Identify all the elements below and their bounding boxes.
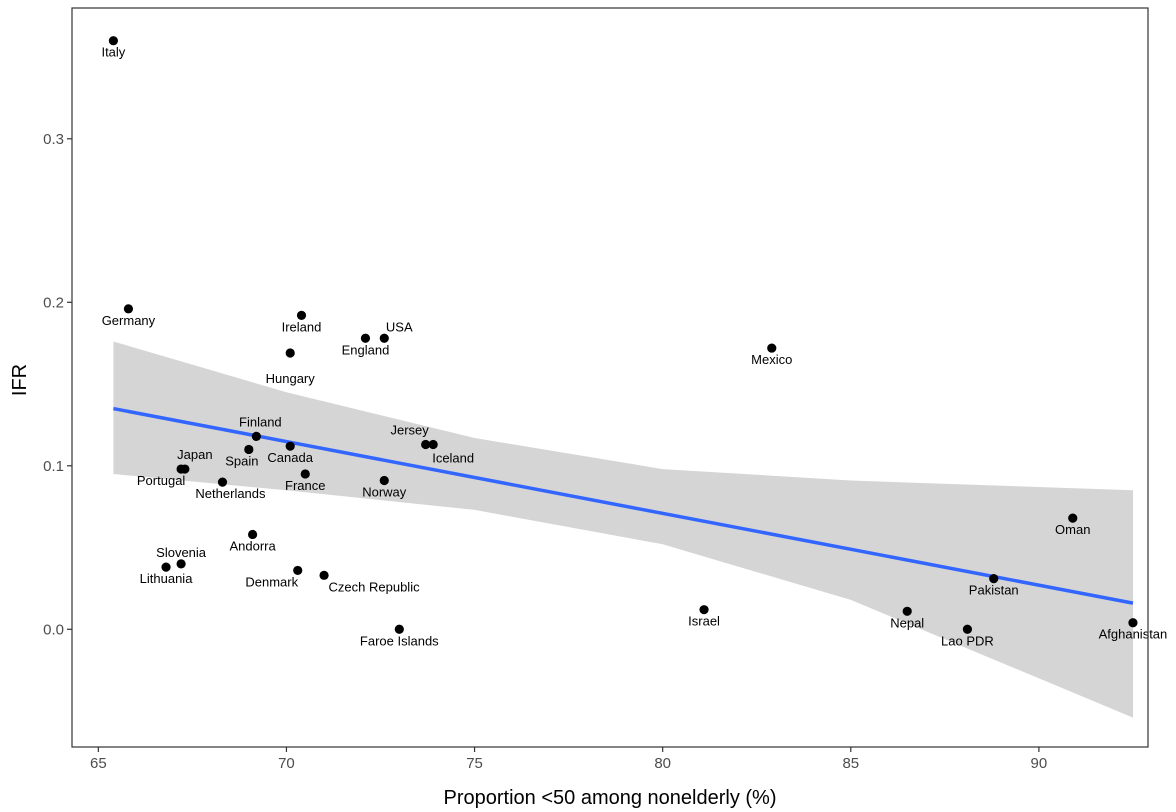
y-axis-title: IFR: [9, 364, 31, 396]
point-label-germany: Germany: [102, 313, 156, 328]
y-tick-label: 0.3: [43, 131, 64, 148]
point-label-finland: Finland: [239, 414, 282, 429]
plot-panel-border: [71, 7, 1149, 748]
point-label-portugal: Portugal: [137, 473, 186, 488]
point-label-jersey: Jersey: [391, 423, 430, 438]
point-labels-layer: Italy Germany Ireland USA England Hungary Mexi…: [101, 45, 1167, 649]
point-slovenia: [176, 559, 186, 569]
point-israel: [699, 605, 709, 615]
x-axis: 65 70 75 80 85 90: [90, 747, 1047, 772]
y-tick-label: 0.2: [43, 294, 64, 311]
point-italy: [108, 36, 118, 46]
point-afghanistan: [1128, 618, 1138, 628]
point-label-norway: Norway: [362, 485, 407, 500]
point-label-pakistan: Pakistan: [969, 583, 1019, 598]
x-tick-label: 75: [466, 755, 483, 772]
point-usa: [379, 333, 389, 343]
point-spain: [244, 444, 254, 455]
point-jersey: [421, 439, 431, 450]
point-lao-pdr: [962, 624, 973, 634]
point-czech-republic: [319, 570, 329, 580]
point-label-france: France: [285, 478, 325, 493]
point-andorra: [247, 529, 258, 540]
point-label-spain: Spain: [225, 453, 258, 468]
point-faroe-islands: [394, 624, 404, 634]
point-label-hungary: Hungary: [266, 371, 316, 386]
y-tick-label: 0.1: [43, 458, 64, 475]
point-label-lithuania: Lithuania: [140, 571, 194, 586]
confidence-band: [113, 341, 1133, 718]
point-label-afghanistan: Afghanistan: [1099, 627, 1168, 642]
point-label-canada: Canada: [267, 450, 313, 465]
point-nepal: [902, 606, 912, 616]
point-germany: [123, 304, 134, 314]
point-label-israel: Israel: [688, 614, 720, 629]
point-hungary: [285, 348, 295, 358]
point-label-andorra: Andorra: [229, 538, 276, 553]
point-label-oman: Oman: [1055, 522, 1090, 537]
point-label-netherlands: Netherlands: [195, 486, 266, 501]
y-axis: 0.0 0.1 0.2 0.3: [43, 131, 72, 638]
point-canada: [285, 441, 295, 451]
point-label-lao-pdr: Lao PDR: [941, 633, 994, 648]
point-france: [300, 469, 310, 479]
point-label-denmark: Denmark: [245, 574, 298, 589]
points-layer: [108, 36, 1138, 634]
point-label-czech-republic: Czech Republic: [329, 579, 421, 594]
trend-line-layer: [113, 406, 1134, 605]
point-norway: [379, 475, 389, 486]
point-label-ireland: Ireland: [282, 319, 322, 334]
point-iceland: [428, 439, 438, 450]
x-tick-label: 65: [90, 755, 107, 772]
point-netherlands: [217, 477, 228, 487]
point-england: [360, 333, 371, 343]
x-axis-title: Proportion <50 among nonelderly (%): [444, 787, 777, 809]
point-label-mexico: Mexico: [751, 352, 792, 367]
y-tick-label: 0.0: [43, 621, 64, 638]
point-label-nepal: Nepal: [890, 615, 924, 630]
point-ireland: [296, 310, 307, 320]
point-mexico: [767, 343, 777, 353]
point-label-italy: Italy: [101, 45, 125, 60]
x-tick-label: 85: [842, 755, 859, 772]
trend-line: [113, 406, 1134, 605]
x-tick-label: 90: [1031, 755, 1048, 772]
point-oman: [1068, 513, 1078, 523]
point-label-slovenia: Slovenia: [156, 545, 207, 560]
point-label-england: England: [342, 342, 390, 357]
point-label-japan: Japan: [177, 447, 212, 462]
point-pakistan: [989, 573, 999, 584]
point-lithuania: [161, 562, 171, 572]
point-label-faroe-islands: Faroe Islands: [360, 633, 439, 648]
point-portugal: [176, 464, 186, 474]
x-tick-label: 80: [654, 755, 671, 772]
confidence-band-layer: [113, 341, 1133, 718]
point-denmark: [293, 565, 303, 576]
point-label-iceland: Iceland: [432, 451, 474, 466]
x-tick-label: 70: [278, 755, 295, 772]
point-finland: [251, 431, 261, 441]
point-label-usa: USA: [386, 319, 413, 334]
